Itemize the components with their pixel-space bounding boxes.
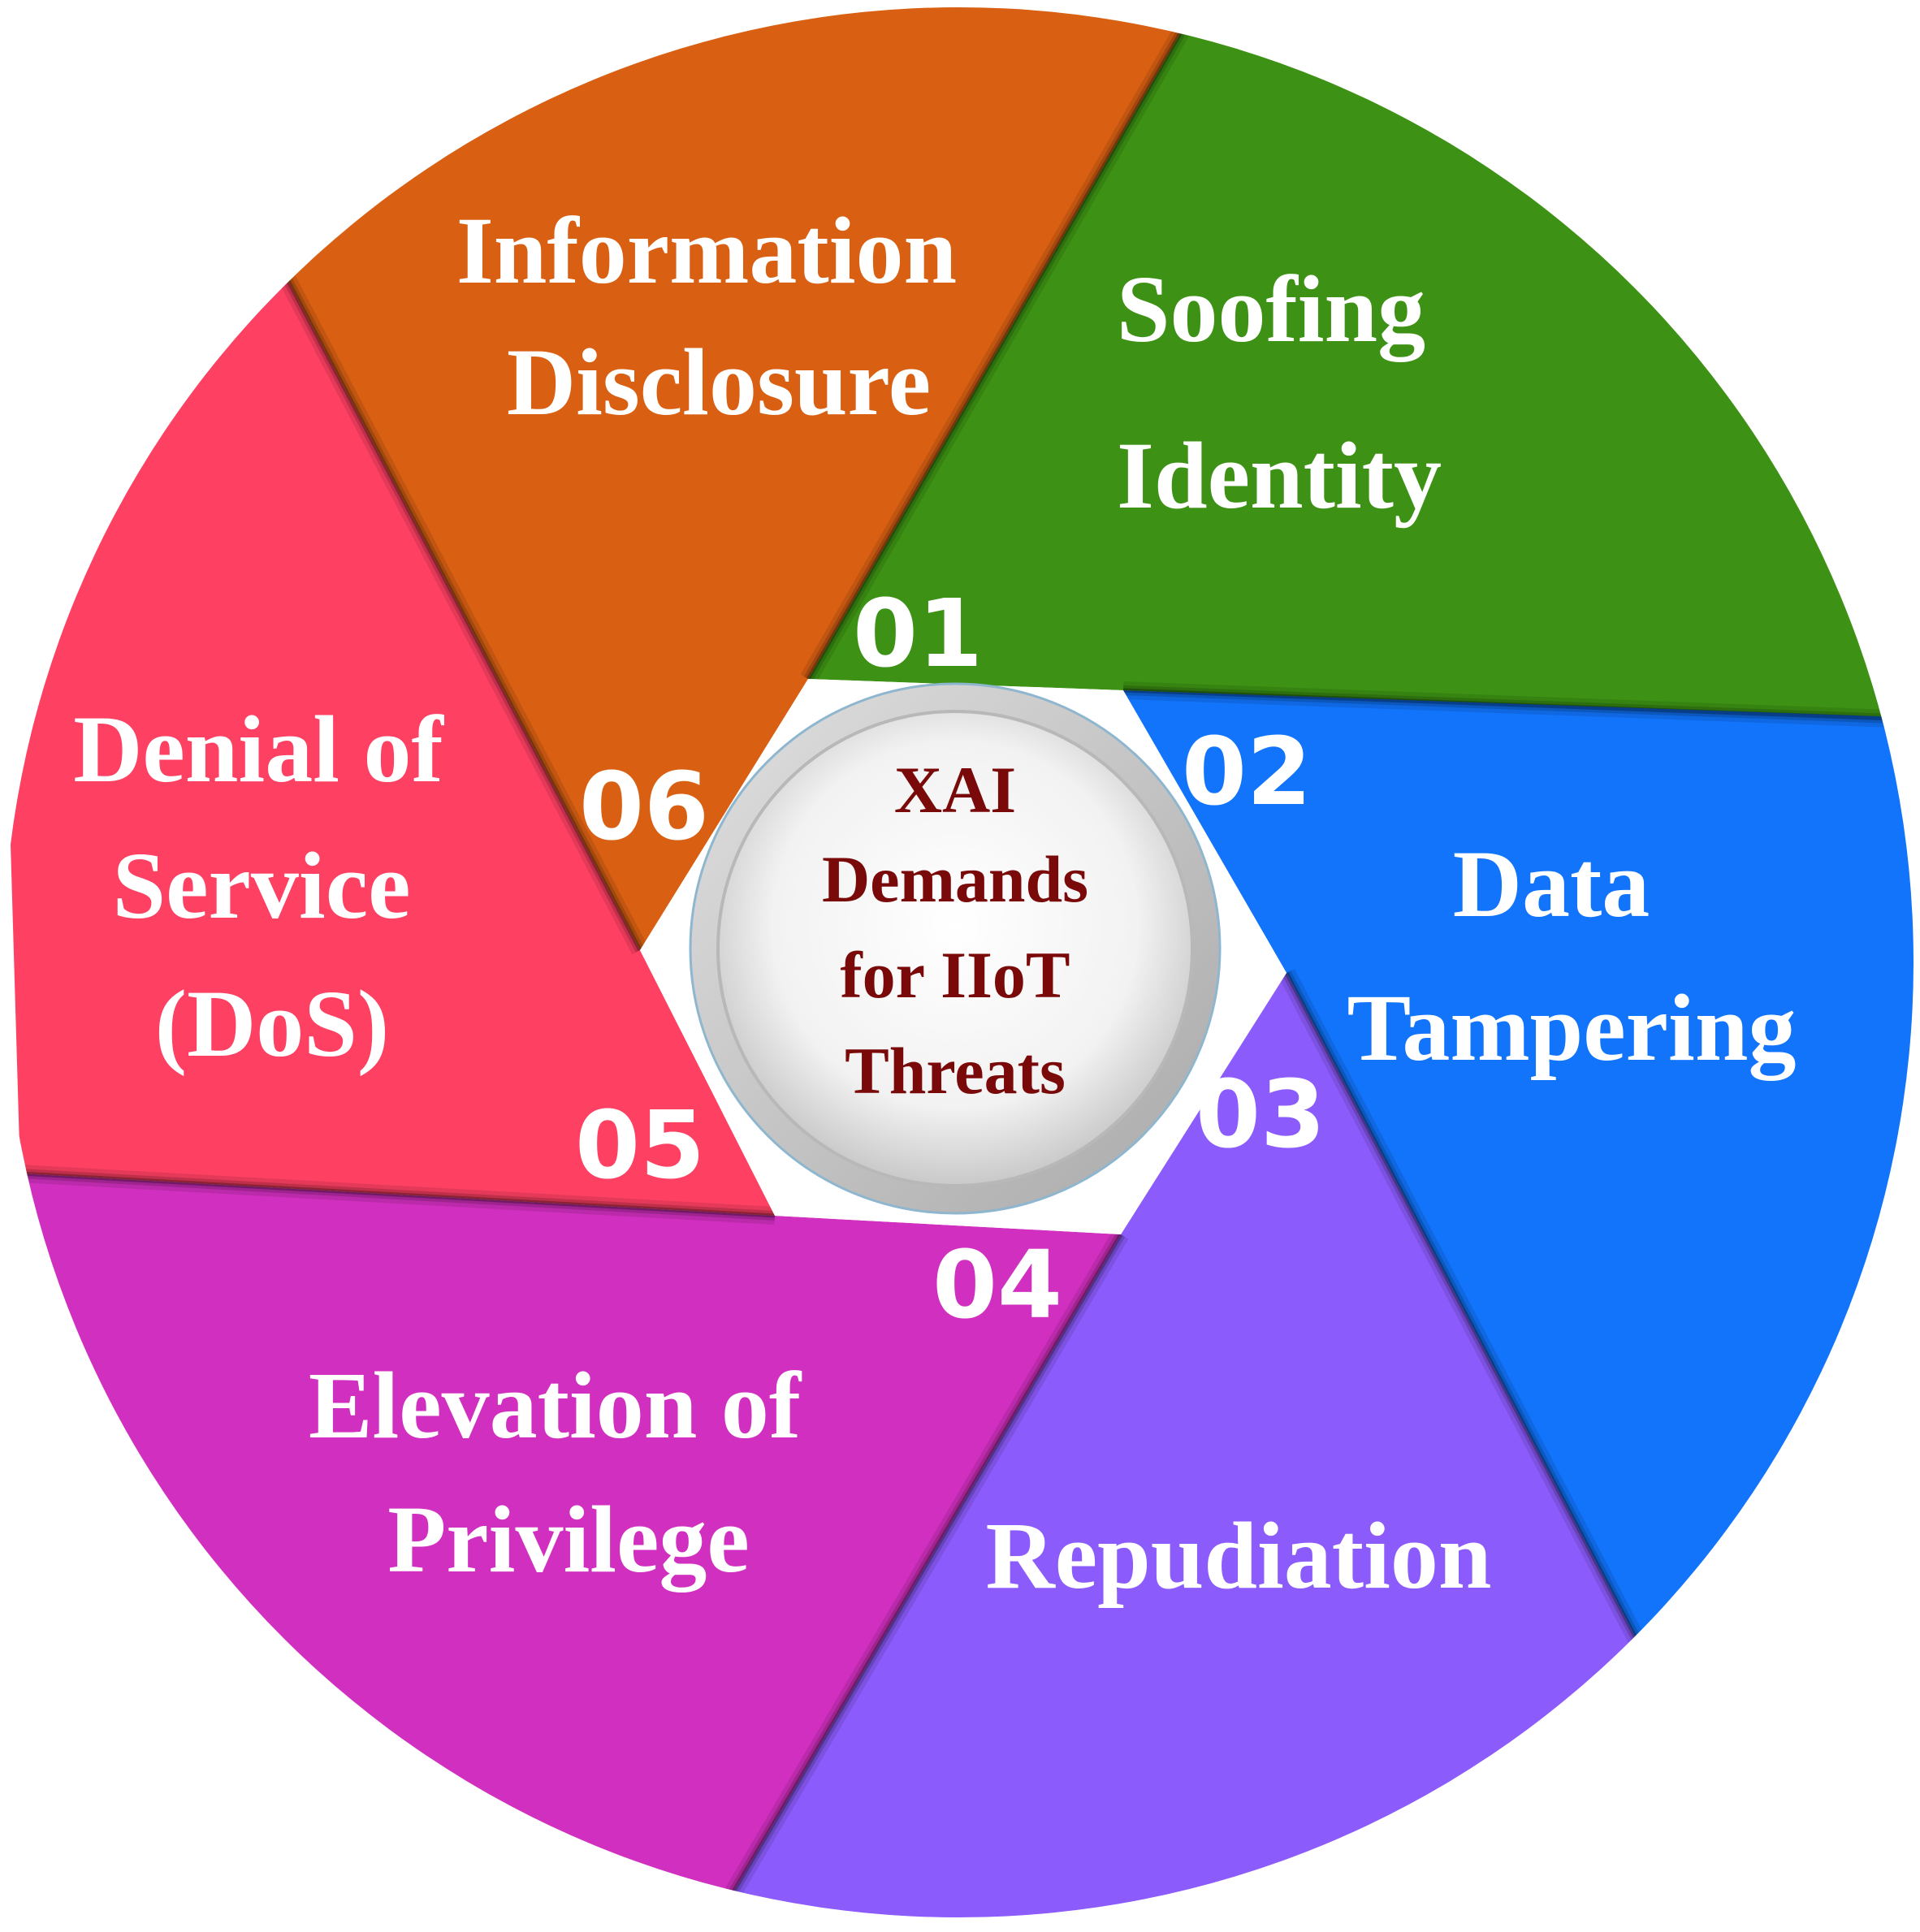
segment-label-05-line-2: Service — [113, 832, 411, 939]
shadow-edge-5 — [19, 1169, 776, 1221]
segment-label-01-line-2: Identity — [1117, 422, 1442, 529]
segment-label-02-line-1: Data — [1453, 831, 1650, 937]
shadow-edge-4 — [714, 1231, 1126, 1917]
sector-repudiation — [719, 973, 1706, 1917]
segment-label-03-line-1: Repudiation — [986, 1502, 1492, 1609]
segment-label-05-line-1: Denial of — [73, 696, 444, 802]
shadow-edge-2 — [1122, 681, 1893, 728]
segment-label-04-line-1: Elevation of — [309, 1352, 802, 1459]
shadow-edge-6 — [278, 268, 645, 953]
shadow-edge-6 — [280, 269, 642, 952]
segment-label-06-line-2: Disclosure — [507, 329, 931, 435]
segment-label-04-line-2: Privilege — [387, 1486, 750, 1593]
shadow-edge-5 — [19, 1165, 776, 1225]
shadow-edge-3 — [1282, 970, 1645, 1649]
shadow-edge-1 — [800, 7, 1226, 684]
segment-number-01: 01 — [853, 580, 983, 689]
shadow-edge-4 — [716, 1233, 1123, 1917]
shadow-edge-4 — [711, 1230, 1129, 1917]
shadow-edge-3 — [1278, 968, 1649, 1652]
center-title-line-2: Demands — [822, 842, 1088, 916]
center-ring-inner — [716, 710, 1194, 1187]
shadow-edge-1 — [803, 7, 1223, 681]
shadow-edge-2 — [1122, 685, 1893, 724]
segment-number-05: 05 — [575, 1091, 705, 1200]
segment-label-01-line-1: Soofing — [1117, 256, 1425, 362]
shadow-edge-3 — [1284, 971, 1643, 1649]
shadow-edge-5 — [19, 1171, 776, 1218]
sector-denial-of-service — [3, 270, 775, 1216]
center-title-line-1: XAI — [894, 753, 1016, 827]
center-title-line-3: for IIoT — [840, 938, 1070, 1012]
center-title-line-4: Threats — [845, 1034, 1066, 1108]
shadow-edge-6 — [275, 266, 648, 955]
sector-information-disclosure — [283, 7, 1218, 950]
segment-number-02: 02 — [1182, 718, 1312, 827]
shadow-edge-1 — [806, 7, 1221, 681]
sector-data-tampering — [1123, 690, 1914, 1705]
sector-shadow-edges — [19, 7, 1893, 1917]
segment-number-06: 06 — [579, 753, 709, 862]
segment-number-03: 03 — [1196, 1061, 1325, 1169]
segment-label-02-line-2: Tampering — [1347, 975, 1797, 1081]
segment-label-06-line-1: Information — [456, 197, 957, 304]
sector-elevation-of-privilege — [3, 1173, 1121, 1917]
segment-number-04: 04 — [932, 1231, 1062, 1340]
segment-label-05-line-3: (DoS) — [155, 970, 389, 1077]
shadow-edge-2 — [1122, 688, 1893, 721]
